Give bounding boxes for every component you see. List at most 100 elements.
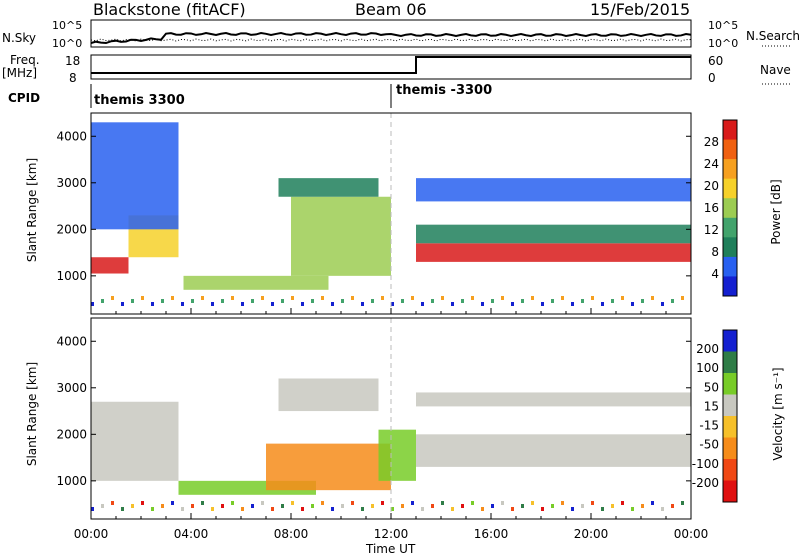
velocity-clutter-22: [311, 504, 314, 508]
velocity-colorbar-tick-2: 50: [704, 380, 719, 394]
power-clutter-18: [271, 302, 274, 306]
velocity-ytick-label-1: 2000: [56, 427, 87, 441]
velocity-clutter-53: [621, 501, 624, 505]
power-clutter-45: [541, 302, 544, 306]
power-clutter-47: [561, 296, 564, 300]
power-clutter-19: [281, 299, 284, 303]
velocity-colorbar-swatch-0: [723, 330, 737, 352]
velocity-colorbar-tick-6: -100: [692, 457, 719, 471]
velocity-band-3: [278, 378, 379, 412]
nsearch-line: [90, 38, 692, 42]
power-band-6: [416, 243, 691, 262]
velocity-clutter-44: [531, 501, 534, 505]
velocity-clutter-26: [351, 501, 354, 505]
power-colorbar-swatch-8: [723, 276, 737, 297]
power-clutter-22: [311, 299, 314, 303]
power-clutter-32: [411, 296, 414, 300]
power-clutter-50: [591, 296, 594, 300]
power-band-0: [91, 257, 129, 274]
velocity-clutter-0: [91, 507, 94, 511]
velocity-clutter-43: [521, 504, 524, 508]
station-title: Blackstone (fitACF): [93, 0, 246, 19]
cpid-segment-1: themis 3300: [94, 93, 185, 108]
freq-frame: [90, 54, 692, 80]
x-axis-label: Time UT: [366, 542, 416, 556]
power-colorbar-tick-5: 24: [704, 157, 719, 171]
power-colorbar-tick-0: 4: [711, 267, 719, 281]
power-clutter-49: [581, 299, 584, 303]
power-colorbar-swatch-1: [723, 139, 737, 160]
nsky-tick-low: 10^0: [52, 37, 83, 50]
velocity-clutter-47: [561, 501, 564, 505]
velocity-clutter-41: [501, 501, 504, 505]
freq-line: [91, 56, 691, 74]
power-clutter-26: [351, 296, 354, 300]
velocity-clutter-36: [451, 507, 454, 511]
cpid-segment-2: themis -3300: [396, 83, 493, 98]
power-clutter-27: [361, 302, 364, 306]
nsearch-label: N.Search: [746, 29, 800, 43]
power-ytick-label-2: 3000: [56, 176, 87, 190]
x-axis-ticks: 00:00 04:00 08:00 12:00 16:00 20:00 00:00: [74, 527, 709, 541]
power-clutter-25: [341, 299, 344, 303]
power-clutter-31: [401, 299, 404, 303]
velocity-clutter-31: [401, 504, 404, 508]
power-band-2: [91, 122, 179, 230]
cpid-panel: [90, 84, 392, 108]
velocity-clutter-45: [541, 507, 544, 511]
nave-tick-low: 0: [708, 71, 716, 85]
colorbars: 4 8 12 16 20 24 28 200 100 50 15 -15 -50 -100 -200: [692, 119, 738, 503]
velocity-colorbar-swatch-6: [723, 459, 737, 481]
velocity-clutter-27: [361, 507, 364, 511]
power-clutter-4: [131, 299, 134, 303]
power-clutter-10: [191, 299, 194, 303]
power-clutter-33: [421, 302, 424, 306]
velocity-colorbar-frame: [722, 329, 738, 503]
x-tick-label-1: 04:00: [174, 527, 209, 541]
power-ytick-label-3: 4000: [56, 129, 87, 143]
velocity-clutter-52: [611, 504, 614, 508]
power-clutter-43: [521, 299, 524, 303]
power-clutter-46: [551, 299, 554, 303]
velocity-clutter-3: [121, 507, 124, 511]
velocity-clutter-18: [271, 507, 274, 511]
velocity-clutter-21: [301, 507, 304, 511]
velocity-clutter-32: [411, 501, 414, 505]
nave-label: Nave: [760, 63, 791, 77]
x-tick-label-5: 20:00: [574, 527, 609, 541]
power-clutter-42: [511, 302, 514, 306]
nsky-tick-high: 10^5: [52, 19, 83, 32]
power-colorbar-tick-2: 12: [704, 223, 719, 237]
velocity-band-4: [378, 429, 416, 481]
power-clutter-9: [181, 302, 184, 306]
power-clutter-20: [291, 296, 294, 300]
velocity-clutter-54: [631, 507, 634, 511]
power-colorbar-swatch-0: [723, 120, 737, 141]
power-clutter-15: [241, 302, 244, 306]
nsearch-tick-high: 10^5: [708, 19, 739, 32]
freq-tick-high: 18: [65, 54, 81, 68]
power-clutter-5: [141, 296, 144, 300]
power-colorbar-swatch-6: [723, 237, 737, 258]
velocity-clutter-19: [281, 504, 284, 508]
power-colorbar-tick-4: 20: [704, 179, 719, 193]
velocity-clutter-15: [241, 507, 244, 511]
velocity-clutter-56: [651, 501, 654, 505]
power-colorbar-frame: [722, 119, 738, 297]
power-clutter-28: [371, 299, 374, 303]
x-tick-label-2: 08:00: [274, 527, 309, 541]
power-clutter-38: [471, 296, 474, 300]
power-clutter-17: [261, 296, 264, 300]
x-tick-label-0: 00:00: [74, 527, 109, 541]
velocity-clutter-37: [461, 504, 464, 508]
power-clutter-8: [171, 296, 174, 300]
power-ytick-label-0: 1000: [56, 269, 87, 283]
velocity-clutter-9: [181, 507, 184, 511]
power-panel: 1000 2000 3000 4000: [56, 112, 692, 315]
velocity-band-0: [91, 401, 179, 481]
power-clutter-3: [121, 302, 124, 306]
power-band-3: [183, 275, 329, 290]
power-colorbar-swatch-4: [723, 198, 737, 219]
noise-frame: [90, 19, 692, 48]
power-band-7: [416, 224, 691, 244]
